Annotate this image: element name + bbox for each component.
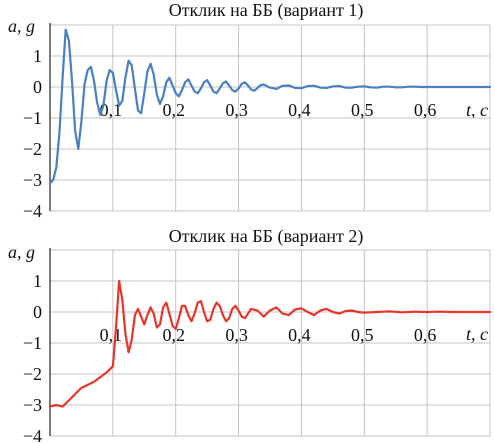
x-tick-label: 0,1 [100, 325, 123, 345]
y-tick-label: −2 [23, 139, 42, 159]
y-tick-label: −3 [23, 170, 42, 190]
y-tick-label: −4 [23, 201, 42, 221]
x-axis-label: t, c [466, 100, 488, 120]
chart-panel-variant-2: Отклик на ББ (вариант 2) a, g t, c 1 0 −1 −… [8, 226, 492, 443]
x-tick-label: 0,6 [414, 100, 437, 120]
chart-title: Отклик на ББ (вариант 2) [169, 226, 364, 247]
y-tick-label: −1 [23, 108, 42, 128]
grid [50, 24, 491, 212]
y-tick-label: 1 [33, 46, 42, 66]
series [48, 279, 492, 408]
x-tick-label: 0,2 [162, 325, 185, 345]
x-tick-label: 0,3 [225, 325, 248, 345]
y-tick-label: −4 [23, 426, 42, 443]
x-axis-label: t, c [466, 324, 488, 344]
series-line [48, 279, 492, 408]
series [48, 28, 492, 185]
x-tick-label: 0,4 [288, 325, 311, 345]
x-tick-label: 0,6 [414, 325, 437, 345]
x-tick-label: 0,4 [288, 100, 311, 120]
tick-labels: 1 0 −1 −2 −3 −4 0,1 0,2 0,3 0,4 0,5 0,6 [23, 46, 437, 221]
tick-labels: 1 0 −1 −2 −3 −4 0,1 0,2 0,3 0,4 0,5 0,6 [23, 271, 437, 443]
y-axis-label: a, g [8, 242, 35, 262]
chart-panel-variant-1: Отклик на ББ (вариант 1) a, g t, c 1 0 −1 −… [8, 0, 492, 221]
y-tick-label: 0 [33, 77, 42, 97]
y-tick-label: 1 [33, 271, 42, 291]
chart-title: Отклик на ББ (вариант 1) [169, 0, 364, 21]
y-tick-label: 0 [33, 302, 42, 322]
x-tick-label: 0,1 [100, 100, 123, 120]
series-line [48, 28, 492, 185]
y-tick-label: −3 [23, 395, 42, 415]
y-tick-label: −1 [23, 333, 42, 353]
x-tick-label: 0,5 [351, 100, 374, 120]
y-tick-label: −2 [23, 364, 42, 384]
x-tick-label: 0,2 [162, 100, 185, 120]
grid [50, 249, 491, 437]
x-tick-label: 0,5 [351, 325, 374, 345]
y-axis-label: a, g [8, 16, 35, 36]
x-tick-label: 0,3 [225, 100, 248, 120]
